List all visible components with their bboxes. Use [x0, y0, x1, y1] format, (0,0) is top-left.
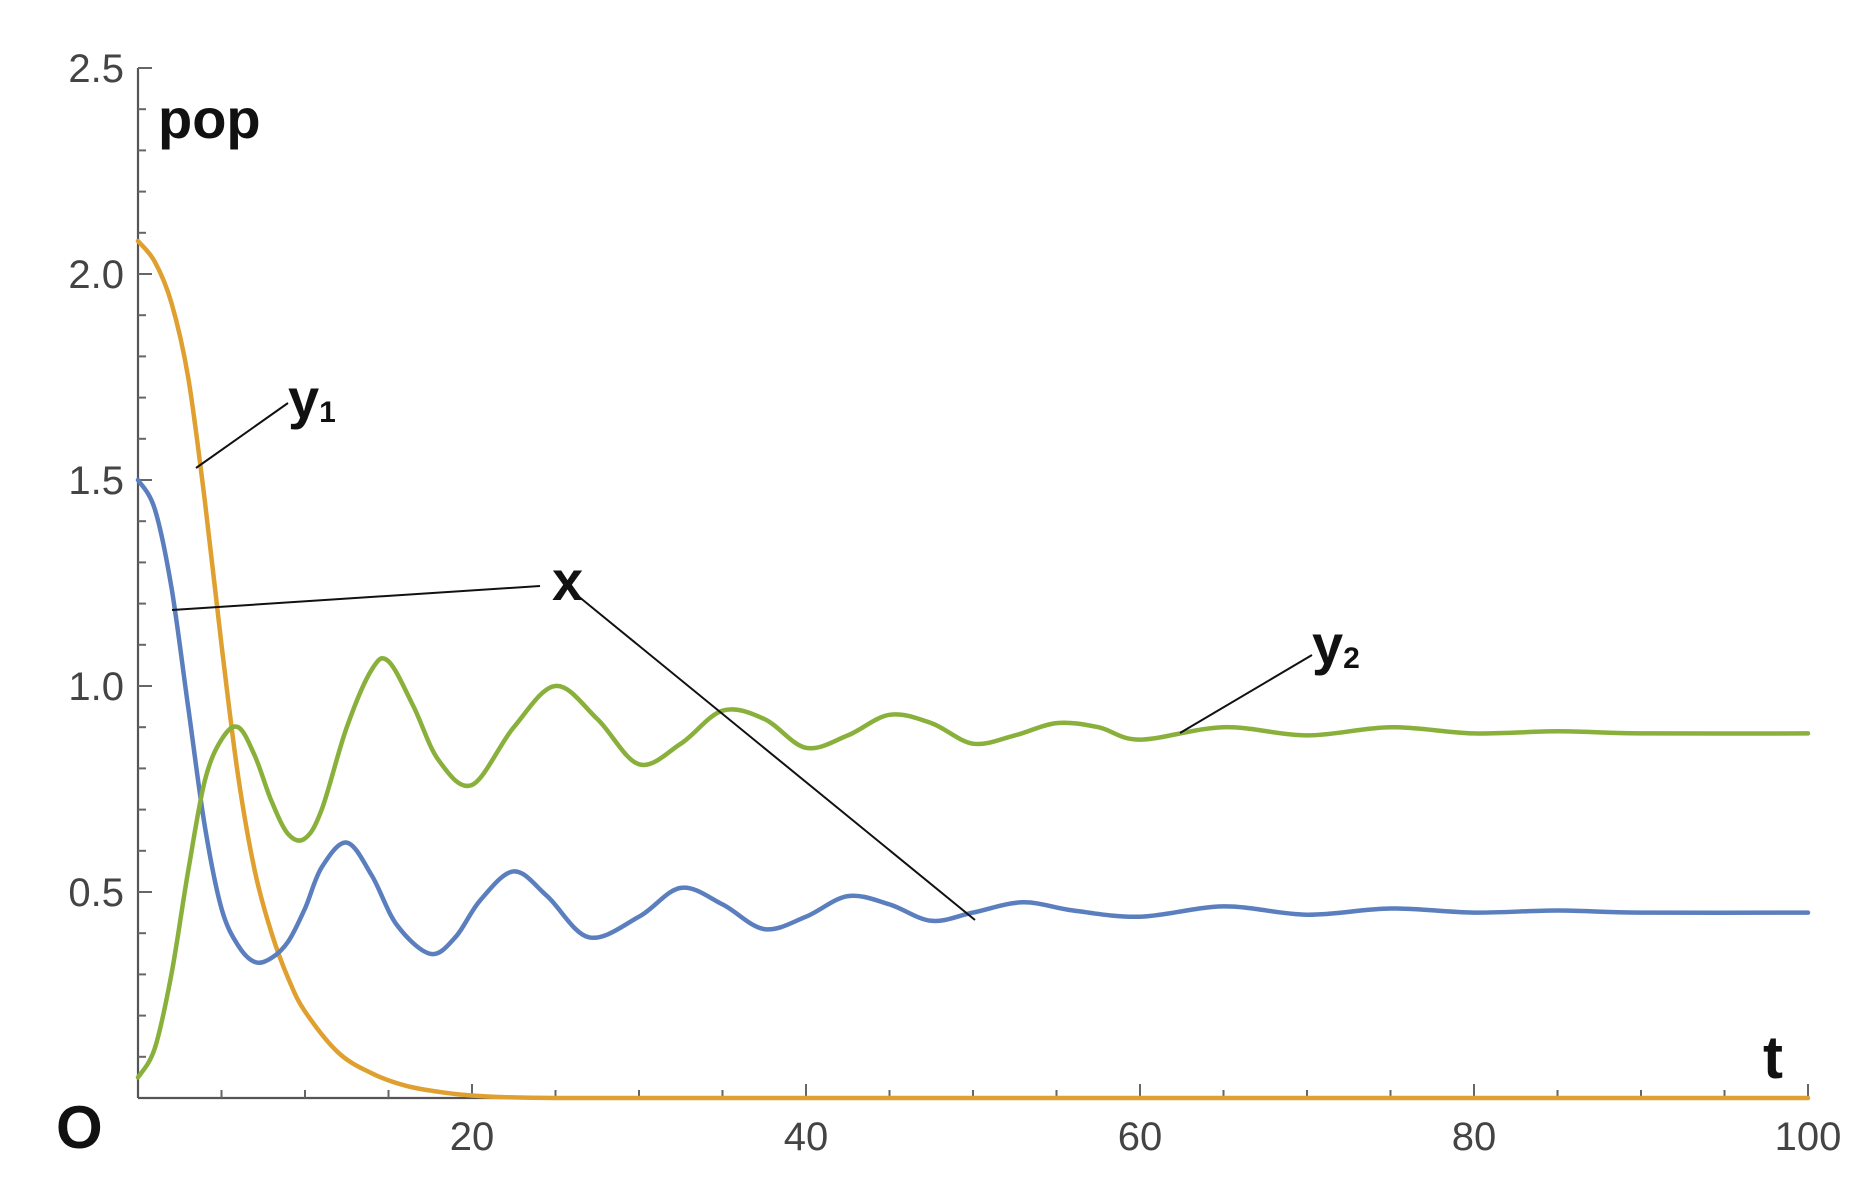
- y-tick-label: 1.5: [68, 459, 124, 503]
- x-tick-label: 20: [450, 1115, 495, 1159]
- x-tick-label: 100: [1775, 1115, 1842, 1159]
- x-tick-label: 60: [1118, 1115, 1163, 1159]
- y-tick-label: 2.5: [68, 47, 124, 91]
- x-series-label: x: [552, 549, 583, 612]
- annotation-layer: [171, 402, 1313, 921]
- axes: 20 40 60 80 100 0.5 1.0 1.5 2.0 2.5: [68, 47, 1841, 1159]
- x-leader-line-left: [171, 585, 541, 611]
- origin-label: O: [56, 1094, 103, 1161]
- y1-leader-line: [195, 402, 289, 469]
- x-axis-label: t: [1763, 1024, 1783, 1091]
- y2-leader-line: [1179, 654, 1313, 734]
- y-tick-label: 2.0: [68, 253, 124, 297]
- series-layer: [135, 238, 1811, 1101]
- series-x-line: [135, 477, 1811, 965]
- label-layer: pop t Oy1 x y2: [56, 87, 1783, 1161]
- y-tick-label: 1.0: [68, 665, 124, 709]
- y1-series-label: y1: [288, 367, 336, 430]
- series-y1-line: [135, 238, 1811, 1101]
- y-axis-label: pop: [158, 87, 261, 150]
- x-leader-line-right: [577, 595, 976, 921]
- series-y2-line: [135, 656, 1811, 1080]
- y-tick-label: 0.5: [68, 871, 124, 915]
- y2-series-label: y2: [1312, 613, 1360, 676]
- x-tick-label: 80: [1452, 1115, 1497, 1159]
- x-tick-label: 40: [784, 1115, 829, 1159]
